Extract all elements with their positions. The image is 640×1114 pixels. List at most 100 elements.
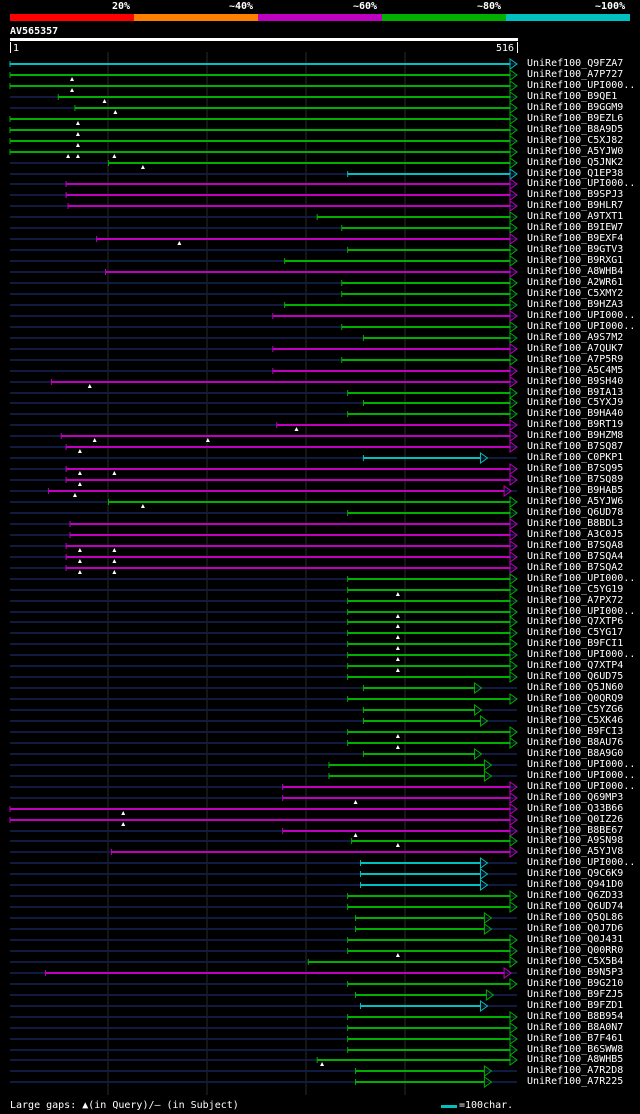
hit-label[interactable]: UniRef100_B9QE1 bbox=[527, 91, 618, 102]
hit-arrow bbox=[509, 310, 518, 322]
hit-label[interactable]: UniRef100_Q7XTP4 bbox=[527, 660, 624, 671]
hit-label[interactable]: UniRef100_UPI000.. bbox=[527, 857, 636, 868]
hit-label[interactable]: UniRef100_A5YJW0 bbox=[527, 146, 624, 157]
hit-label[interactable]: UniRef100_B9N5P3 bbox=[527, 967, 624, 978]
hit-label[interactable]: UniRef100_B9GGM9 bbox=[527, 102, 624, 113]
hit-label[interactable]: UniRef100_A5C4M5 bbox=[527, 365, 624, 376]
hit-label[interactable]: UniRef100_C5X5B4 bbox=[527, 956, 624, 967]
hit-label[interactable]: UniRef100_C5YG17 bbox=[527, 627, 624, 638]
hit-label[interactable]: UniRef100_B7SQ87 bbox=[527, 441, 624, 452]
hit-label[interactable]: UniRef100_Q5JN60 bbox=[527, 682, 624, 693]
hit-label[interactable]: UniRef100_B9HZM8 bbox=[527, 430, 624, 441]
hit-label[interactable]: UniRef100_UPI000.. bbox=[527, 770, 636, 781]
query-gap-marker bbox=[102, 99, 107, 103]
hit-label[interactable]: UniRef100_B7SQ95 bbox=[527, 463, 624, 474]
hit-label[interactable]: UniRef100_Q6UD74 bbox=[527, 901, 624, 912]
hit-label[interactable]: UniRef100_B9RXG1 bbox=[527, 255, 624, 266]
hit-label[interactable]: UniRef100_B9SPJ3 bbox=[527, 189, 624, 200]
hit-label[interactable]: UniRef100_Q7XTP6 bbox=[527, 616, 624, 627]
hit-label[interactable]: UniRef100_B8A0N7 bbox=[527, 1022, 624, 1033]
hit-label[interactable]: UniRef100_C5YG19 bbox=[527, 584, 624, 595]
hit-label[interactable]: UniRef100_B8BE67 bbox=[527, 825, 624, 836]
hit-label[interactable]: UniRef100_B8BDL3 bbox=[527, 518, 624, 529]
hit-label[interactable]: UniRef100_A9S7M2 bbox=[527, 332, 624, 343]
hit-label[interactable]: UniRef100_Q0J7D6 bbox=[527, 923, 624, 934]
hit-label[interactable]: UniRef100_Q5JNK2 bbox=[527, 157, 624, 168]
hit-label[interactable]: UniRef100_Q5QL86 bbox=[527, 912, 624, 923]
hit-label[interactable]: UniRef100_B7SQA4 bbox=[527, 551, 624, 562]
hit-label[interactable]: UniRef100_Q69MP3 bbox=[527, 792, 624, 803]
hit-label[interactable]: UniRef100_B9G210 bbox=[527, 978, 624, 989]
hit-label[interactable]: UniRef100_A5YJW6 bbox=[527, 496, 624, 507]
hit-label[interactable]: UniRef100_B7SQA8 bbox=[527, 540, 624, 551]
hit-label[interactable]: UniRef100_B9HAB5 bbox=[527, 485, 624, 496]
hit-label[interactable]: UniRef100_B7SQ89 bbox=[527, 474, 624, 485]
query-gap-marker bbox=[77, 559, 82, 563]
hit-label[interactable]: UniRef100_A3C0J5 bbox=[527, 529, 624, 540]
hit-label[interactable]: UniRef100_UPI000.. bbox=[527, 573, 636, 584]
hit-label[interactable]: UniRef100_B9HZA3 bbox=[527, 299, 624, 310]
hit-label[interactable]: UniRef100_B9HLR7 bbox=[527, 200, 624, 211]
hit-label[interactable]: UniRef100_A7P5R9 bbox=[527, 354, 624, 365]
hit-label[interactable]: UniRef100_B9IA13 bbox=[527, 387, 624, 398]
hit-label[interactable]: UniRef100_UPI000.. bbox=[527, 606, 636, 617]
hit-arrow bbox=[509, 80, 518, 92]
hit-label[interactable]: UniRef100_A9TXT1 bbox=[527, 211, 624, 222]
hit-label[interactable]: UniRef100_Q0J431 bbox=[527, 934, 624, 945]
hit-label[interactable]: UniRef100_B6SWW8 bbox=[527, 1044, 624, 1055]
hit-label[interactable]: UniRef100_C0PKP1 bbox=[527, 452, 624, 463]
hit-label[interactable]: UniRef100_A2WR61 bbox=[527, 277, 624, 288]
hit-label[interactable]: UniRef100_Q00RR0 bbox=[527, 945, 624, 956]
hit-label[interactable]: UniRef100_UPI000.. bbox=[527, 310, 636, 321]
hit-label[interactable]: UniRef100_Q0IZ26 bbox=[527, 814, 624, 825]
hit-label[interactable]: UniRef100_B9SH40 bbox=[527, 376, 624, 387]
hit-label[interactable]: UniRef100_A7QUK7 bbox=[527, 343, 624, 354]
hit-label[interactable]: UniRef100_B9RT19 bbox=[527, 419, 624, 430]
hit-label[interactable]: UniRef100_UPI000.. bbox=[527, 759, 636, 770]
hit-label[interactable]: UniRef100_B9HA40 bbox=[527, 408, 624, 419]
hit-label[interactable]: UniRef100_Q33B66 bbox=[527, 803, 624, 814]
hit-label[interactable]: UniRef100_UPI000.. bbox=[527, 178, 636, 189]
hit-label[interactable]: UniRef100_Q9FZA7 bbox=[527, 58, 624, 69]
hit-label[interactable]: UniRef100_B8A9G0 bbox=[527, 748, 624, 759]
hit-label[interactable]: UniRef100_C5YZG6 bbox=[527, 704, 624, 715]
hit-label[interactable]: UniRef100_C5XMY2 bbox=[527, 288, 624, 299]
hit-label[interactable]: UniRef100_B9IEW7 bbox=[527, 222, 624, 233]
hit-arrow bbox=[509, 266, 518, 278]
hit-label[interactable]: UniRef100_B7SQA2 bbox=[527, 562, 624, 573]
hit-label[interactable]: UniRef100_Q0QRQ9 bbox=[527, 693, 624, 704]
hit-label[interactable]: UniRef100_UPI000.. bbox=[527, 321, 636, 332]
hit-label[interactable]: UniRef100_A7PX72 bbox=[527, 595, 624, 606]
hit-arrow bbox=[509, 671, 518, 683]
hit-label[interactable]: UniRef100_B9FCI1 bbox=[527, 638, 624, 649]
hit-label[interactable]: UniRef100_B9EXF4 bbox=[527, 233, 624, 244]
hit-label[interactable]: UniRef100_B8B954 bbox=[527, 1011, 624, 1022]
hit-label[interactable]: UniRef100_Q6UD78 bbox=[527, 507, 624, 518]
hit-label[interactable]: UniRef100_UPI000.. bbox=[527, 649, 636, 660]
hit-label[interactable]: UniRef100_A8WHB5 bbox=[527, 1054, 624, 1065]
hit-label[interactable]: UniRef100_Q1EP38 bbox=[527, 168, 624, 179]
hit-label[interactable]: UniRef100_A8WHB4 bbox=[527, 266, 624, 277]
hit-label[interactable]: UniRef100_A7R225 bbox=[527, 1076, 624, 1087]
hit-label[interactable]: UniRef100_C5XK46 bbox=[527, 715, 624, 726]
hit-label[interactable]: UniRef100_Q9C6K9 bbox=[527, 868, 624, 879]
hit-label[interactable]: UniRef100_B9FCI3 bbox=[527, 726, 624, 737]
hit-label[interactable]: UniRef100_Q6ZD33 bbox=[527, 890, 624, 901]
hit-label[interactable]: UniRef100_A7R2D8 bbox=[527, 1065, 624, 1076]
hit-label[interactable]: UniRef100_B9GTV3 bbox=[527, 244, 624, 255]
hit-label[interactable]: UniRef100_B8AU76 bbox=[527, 737, 624, 748]
hit-label[interactable]: UniRef100_B8A9D5 bbox=[527, 124, 624, 135]
hit-label[interactable]: UniRef100_C5XJ82 bbox=[527, 135, 624, 146]
hit-label[interactable]: UniRef100_Q941D0 bbox=[527, 879, 624, 890]
hit-label[interactable]: UniRef100_A5YJV8 bbox=[527, 846, 624, 857]
hit-label[interactable]: UniRef100_A9SN98 bbox=[527, 835, 624, 846]
hit-label[interactable]: UniRef100_B9EZL6 bbox=[527, 113, 624, 124]
hit-label[interactable]: UniRef100_B7F461 bbox=[527, 1033, 624, 1044]
hit-label[interactable]: UniRef100_A7P727 bbox=[527, 69, 624, 80]
hit-label[interactable]: UniRef100_C5YXJ9 bbox=[527, 397, 624, 408]
hit-label[interactable]: UniRef100_UPI000.. bbox=[527, 781, 636, 792]
hit-label[interactable]: UniRef100_B9FZJ5 bbox=[527, 989, 624, 1000]
hit-label[interactable]: UniRef100_B9FZD1 bbox=[527, 1000, 624, 1011]
hit-label[interactable]: UniRef100_Q6UD75 bbox=[527, 671, 624, 682]
hit-label[interactable]: UniRef100_UPI000.. bbox=[527, 80, 636, 91]
